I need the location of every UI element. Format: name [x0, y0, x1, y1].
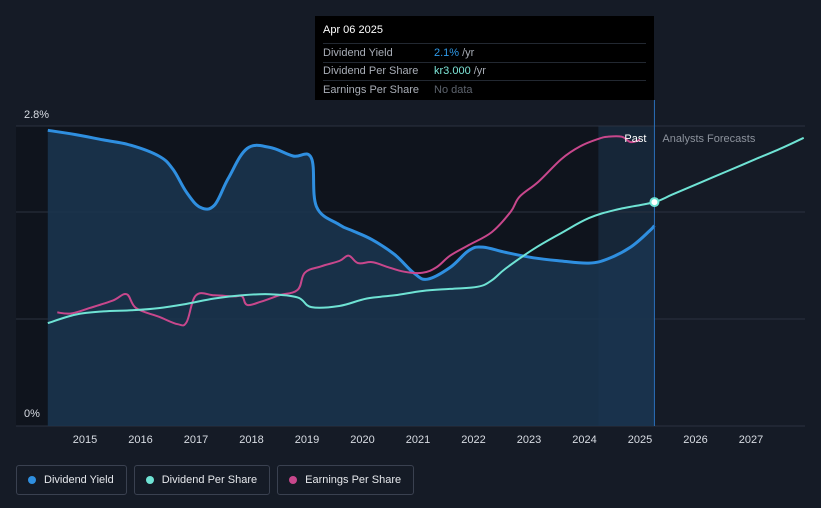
legend-dot-icon: [145, 476, 154, 484]
x-tick-label: 2022: [461, 434, 485, 446]
x-tick-label: 2027: [739, 434, 763, 446]
chart-tooltip: Apr 06 2025 Dividend Yield 2.1% /yr Divi…: [315, 16, 654, 100]
x-tick-label: 2020: [350, 434, 374, 446]
y-axis-top-label: 2.8%: [24, 109, 49, 121]
legend-item-earnings-per-share[interactable]: Earnings Per Share: [277, 465, 415, 495]
x-axis-ticks: 2015 2016 2017 2018 2019 2020 2021 2022 2023 2024…: [73, 434, 763, 446]
tooltip-row-earnings-per-share: Earnings Per Share No data: [323, 80, 646, 99]
x-tick-label: 2019: [295, 434, 319, 446]
past-label: Past: [624, 133, 646, 145]
x-tick-label: 2017: [184, 434, 208, 446]
tooltip-date: Apr 06 2025: [323, 24, 383, 36]
x-tick-label: 2024: [572, 434, 596, 446]
tooltip-row-label: Earnings Per Share: [323, 83, 419, 96]
tooltip-row-dividend-yield: Dividend Yield 2.1% /yr: [323, 43, 646, 62]
tooltip-row-value: kr3.000: [434, 65, 471, 78]
tooltip-row-unit: /yr: [473, 65, 486, 78]
x-tick-label: 2023: [517, 434, 541, 446]
x-tick-label: 2015: [73, 434, 97, 446]
x-tick-label: 2016: [128, 434, 152, 446]
x-tick-label: 2021: [406, 434, 430, 446]
forecast-label: Analysts Forecasts: [662, 133, 755, 145]
x-tick-label: 2018: [239, 434, 263, 446]
legend-item-dividend-yield[interactable]: Dividend Yield: [16, 465, 127, 495]
x-tick-label: 2025: [628, 434, 652, 446]
x-tick-label: 2026: [683, 434, 707, 446]
legend-dot-icon: [28, 476, 36, 484]
tooltip-row-label: Dividend Per Share: [323, 65, 419, 78]
y-axis-bottom-label: 0%: [24, 408, 40, 420]
legend-dot-icon: [289, 476, 298, 484]
tooltip-row-unit: /yr: [462, 46, 475, 59]
dividend-per-share-line: [47, 136, 805, 325]
legend-label: Dividend Yield: [44, 474, 114, 486]
tooltip-row-dividend-per-share: Dividend Per Share kr3.000 /yr: [323, 61, 646, 81]
tooltip-row-value: 2.1%: [434, 46, 460, 59]
tooltip-row-value: No data: [434, 83, 473, 96]
tooltip-point-marker: [649, 197, 660, 208]
legend-label: Dividend Per Share: [161, 474, 258, 486]
tooltip-row-label: Dividend Yield: [323, 46, 393, 59]
dividend-yield-line: [47, 128, 656, 281]
legend-label: Earnings Per Share: [305, 474, 402, 486]
dividend-yield-area: [47, 130, 655, 427]
chart-legend: Dividend Yield Dividend Per Share Earnin…: [16, 465, 415, 495]
legend-item-dividend-per-share[interactable]: Dividend Per Share: [133, 465, 271, 495]
earnings-per-share-line: [57, 135, 641, 327]
